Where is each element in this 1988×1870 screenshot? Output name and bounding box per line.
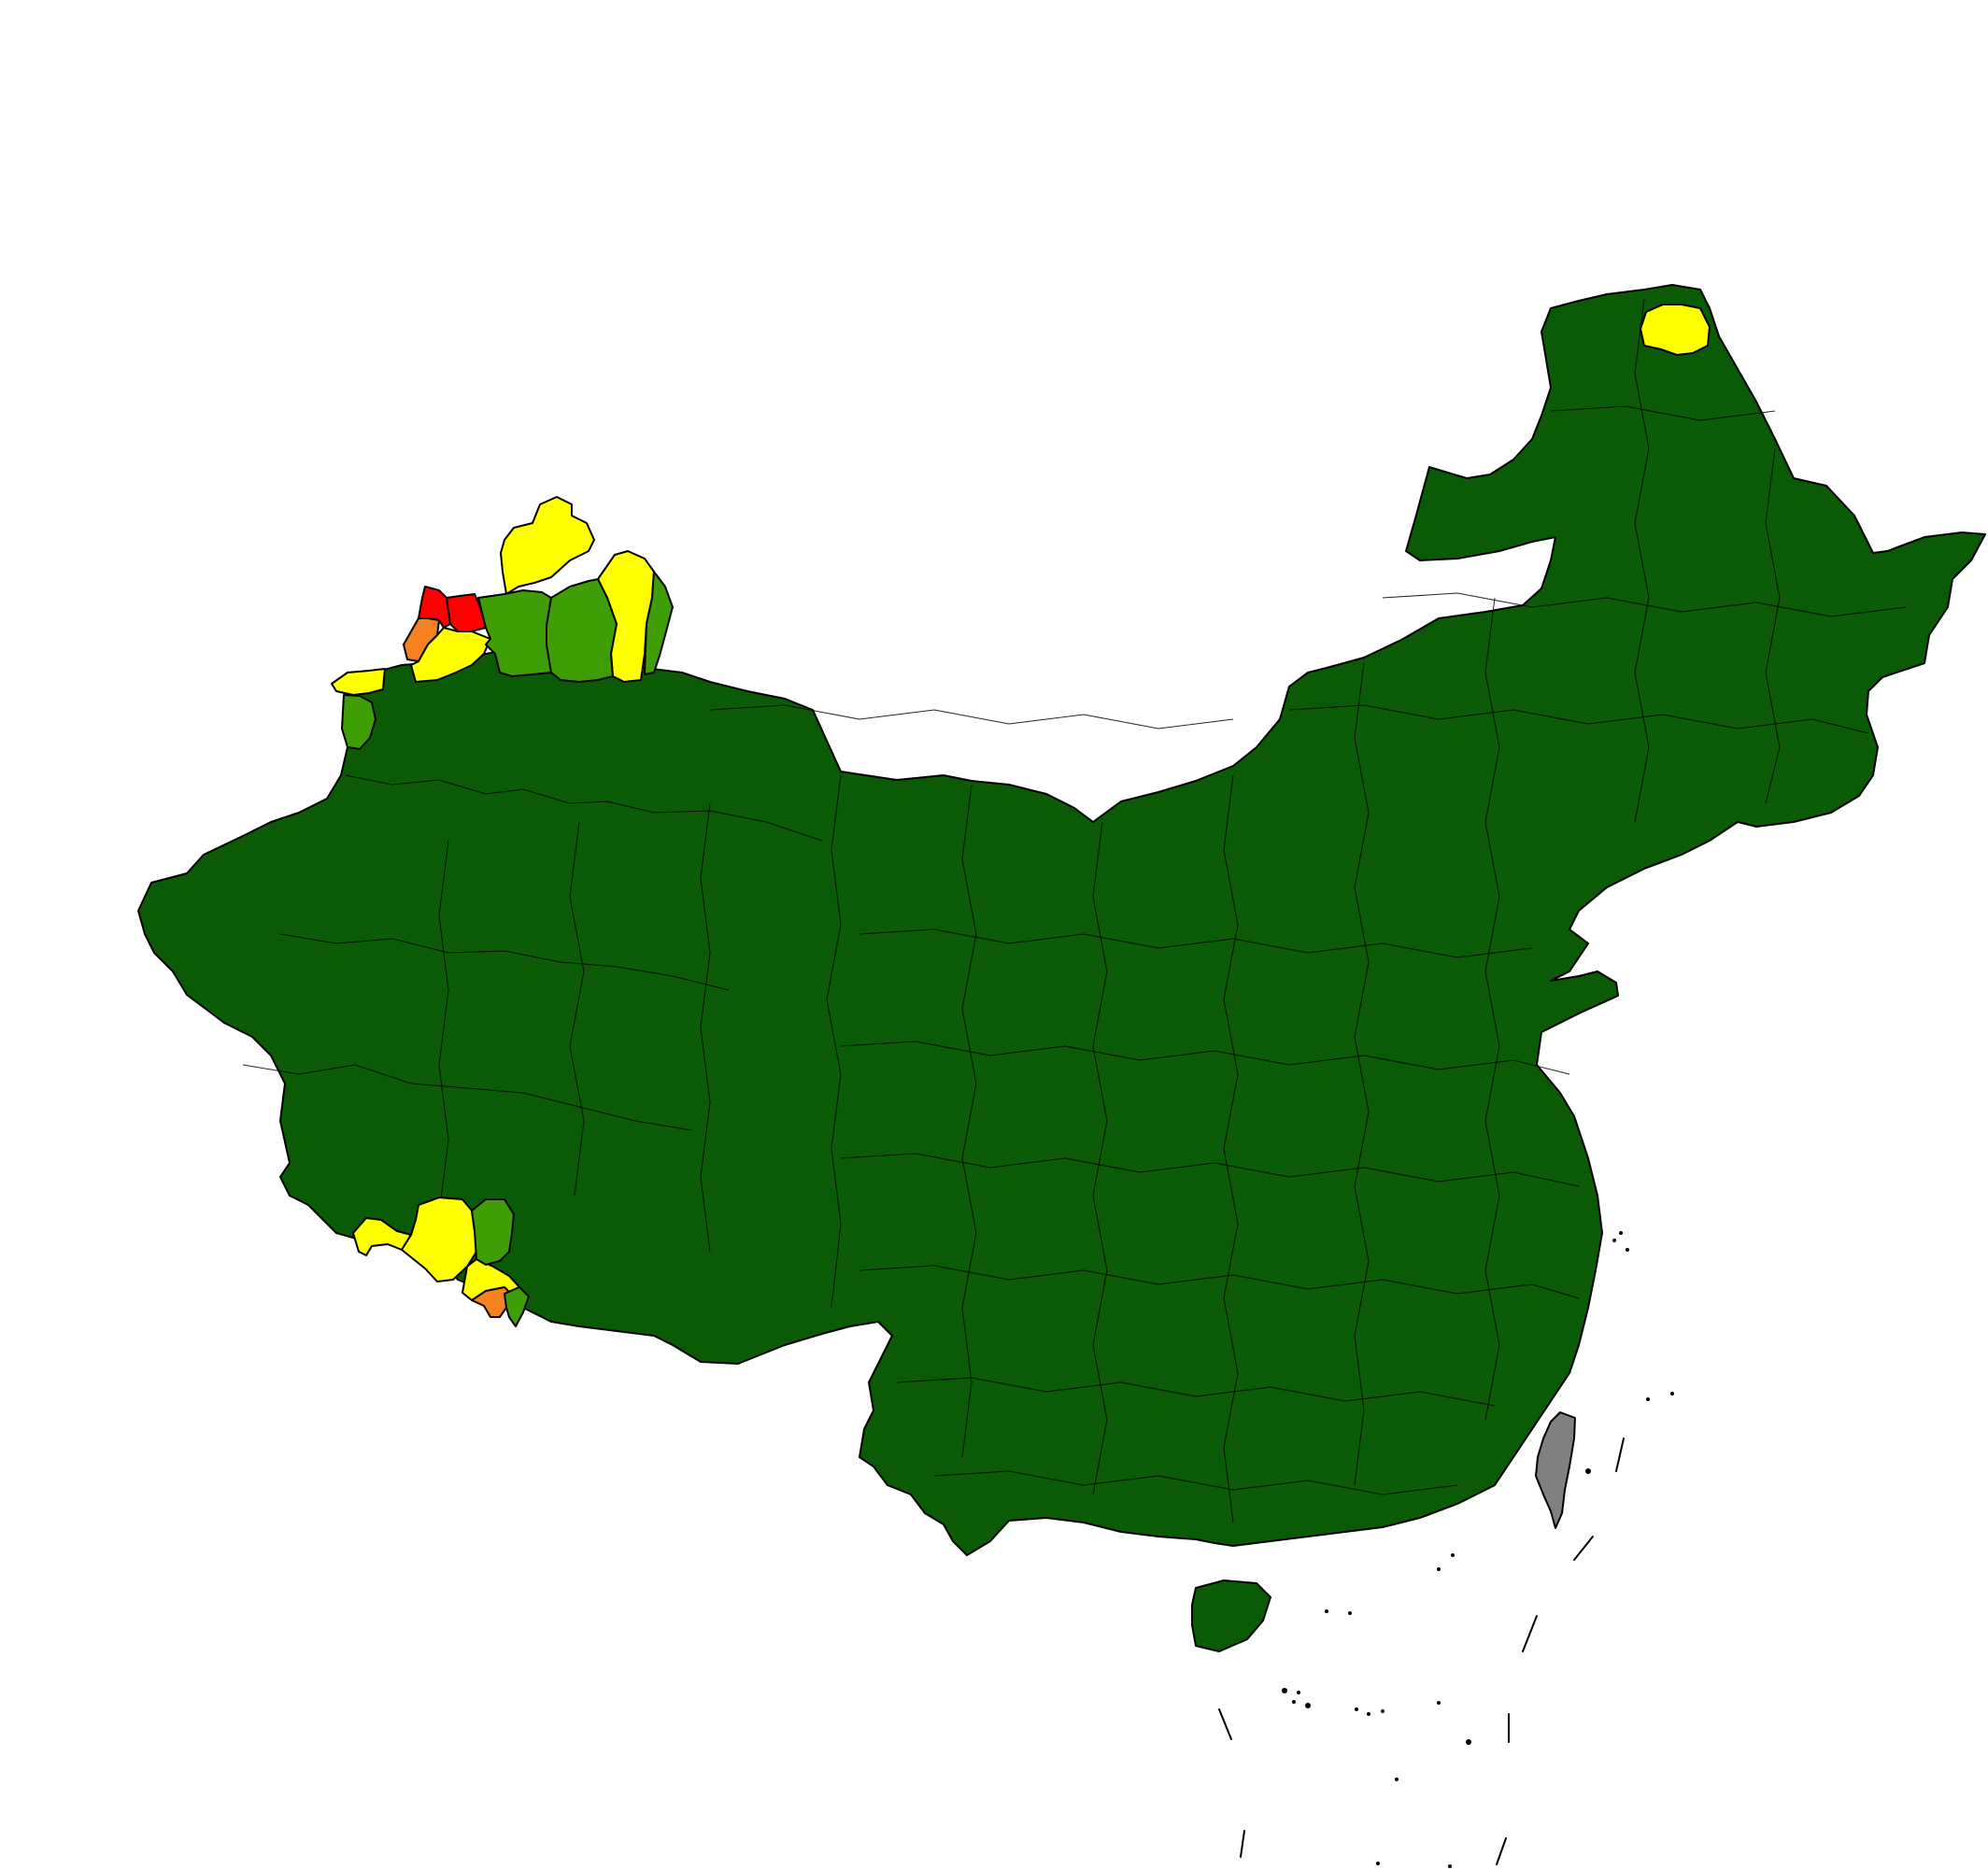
hainan-region[interactable]	[1191, 1580, 1271, 1652]
sw-green-county-b[interactable]	[504, 1286, 530, 1327]
ne-yellow-county[interactable]	[1640, 304, 1711, 356]
nw-green-county-c[interactable]	[644, 571, 674, 675]
nw-green-county-a[interactable]	[477, 589, 552, 677]
south-china-sea-islands	[1218, 1231, 1674, 1868]
sw-yellow-county-b[interactable]	[401, 1197, 477, 1282]
nw-yellow-county-c[interactable]	[500, 496, 595, 595]
sw-green-county-a[interactable]	[471, 1198, 515, 1266]
mainland-region[interactable]	[137, 284, 1986, 1556]
nw-green-county-b[interactable]	[546, 578, 618, 683]
taiwan-region[interactable]	[1535, 1411, 1576, 1529]
nw-green-county-d[interactable]	[341, 694, 376, 750]
nw-yellow-county-b[interactable]	[331, 668, 386, 696]
county-boundaries	[242, 298, 1907, 1523]
nw-yellow-county-a[interactable]	[410, 627, 491, 683]
